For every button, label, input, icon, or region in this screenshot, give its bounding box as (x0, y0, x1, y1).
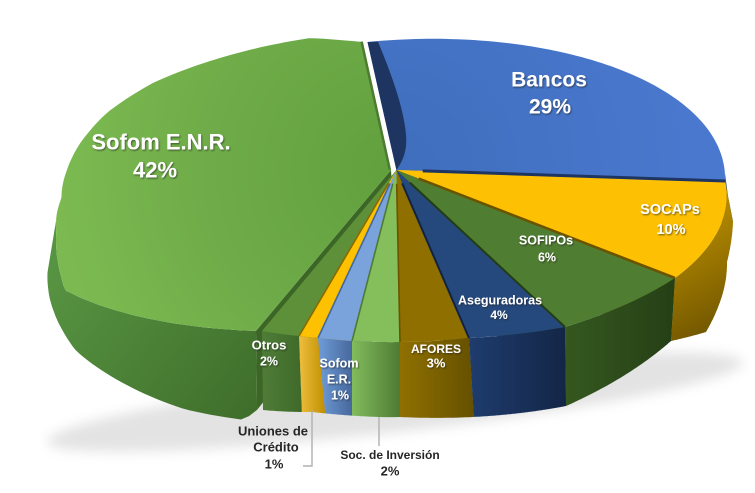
svg-text:Bancos: Bancos (511, 68, 587, 91)
svg-text:Soc. de Inversión: Soc. de Inversión (340, 448, 439, 462)
svg-text:Sofom E.N.R.: Sofom E.N.R. (91, 130, 230, 155)
svg-text:1%: 1% (331, 388, 349, 402)
svg-text:Aseguradoras: Aseguradoras (458, 293, 542, 307)
svg-text:SOFIPOs: SOFIPOs (519, 233, 573, 247)
svg-text:2%: 2% (260, 354, 278, 368)
svg-text:6%: 6% (538, 250, 556, 264)
svg-text:4%: 4% (490, 308, 508, 322)
svg-text:29%: 29% (529, 95, 571, 118)
svg-text:Crédito: Crédito (253, 440, 299, 455)
svg-text:Uniones de: Uniones de (238, 424, 308, 439)
svg-text:2%: 2% (381, 464, 400, 479)
svg-text:42%: 42% (133, 158, 177, 183)
svg-text:AFORES: AFORES (411, 342, 461, 356)
svg-text:1%: 1% (265, 457, 284, 472)
svg-text:Otros: Otros (252, 338, 287, 353)
svg-text:3%: 3% (427, 356, 446, 371)
svg-text:E.R.: E.R. (327, 372, 351, 386)
svg-text:Sofom: Sofom (320, 356, 359, 370)
svg-text:SOCAPs: SOCAPs (640, 202, 700, 218)
svg-text:10%: 10% (656, 222, 685, 238)
